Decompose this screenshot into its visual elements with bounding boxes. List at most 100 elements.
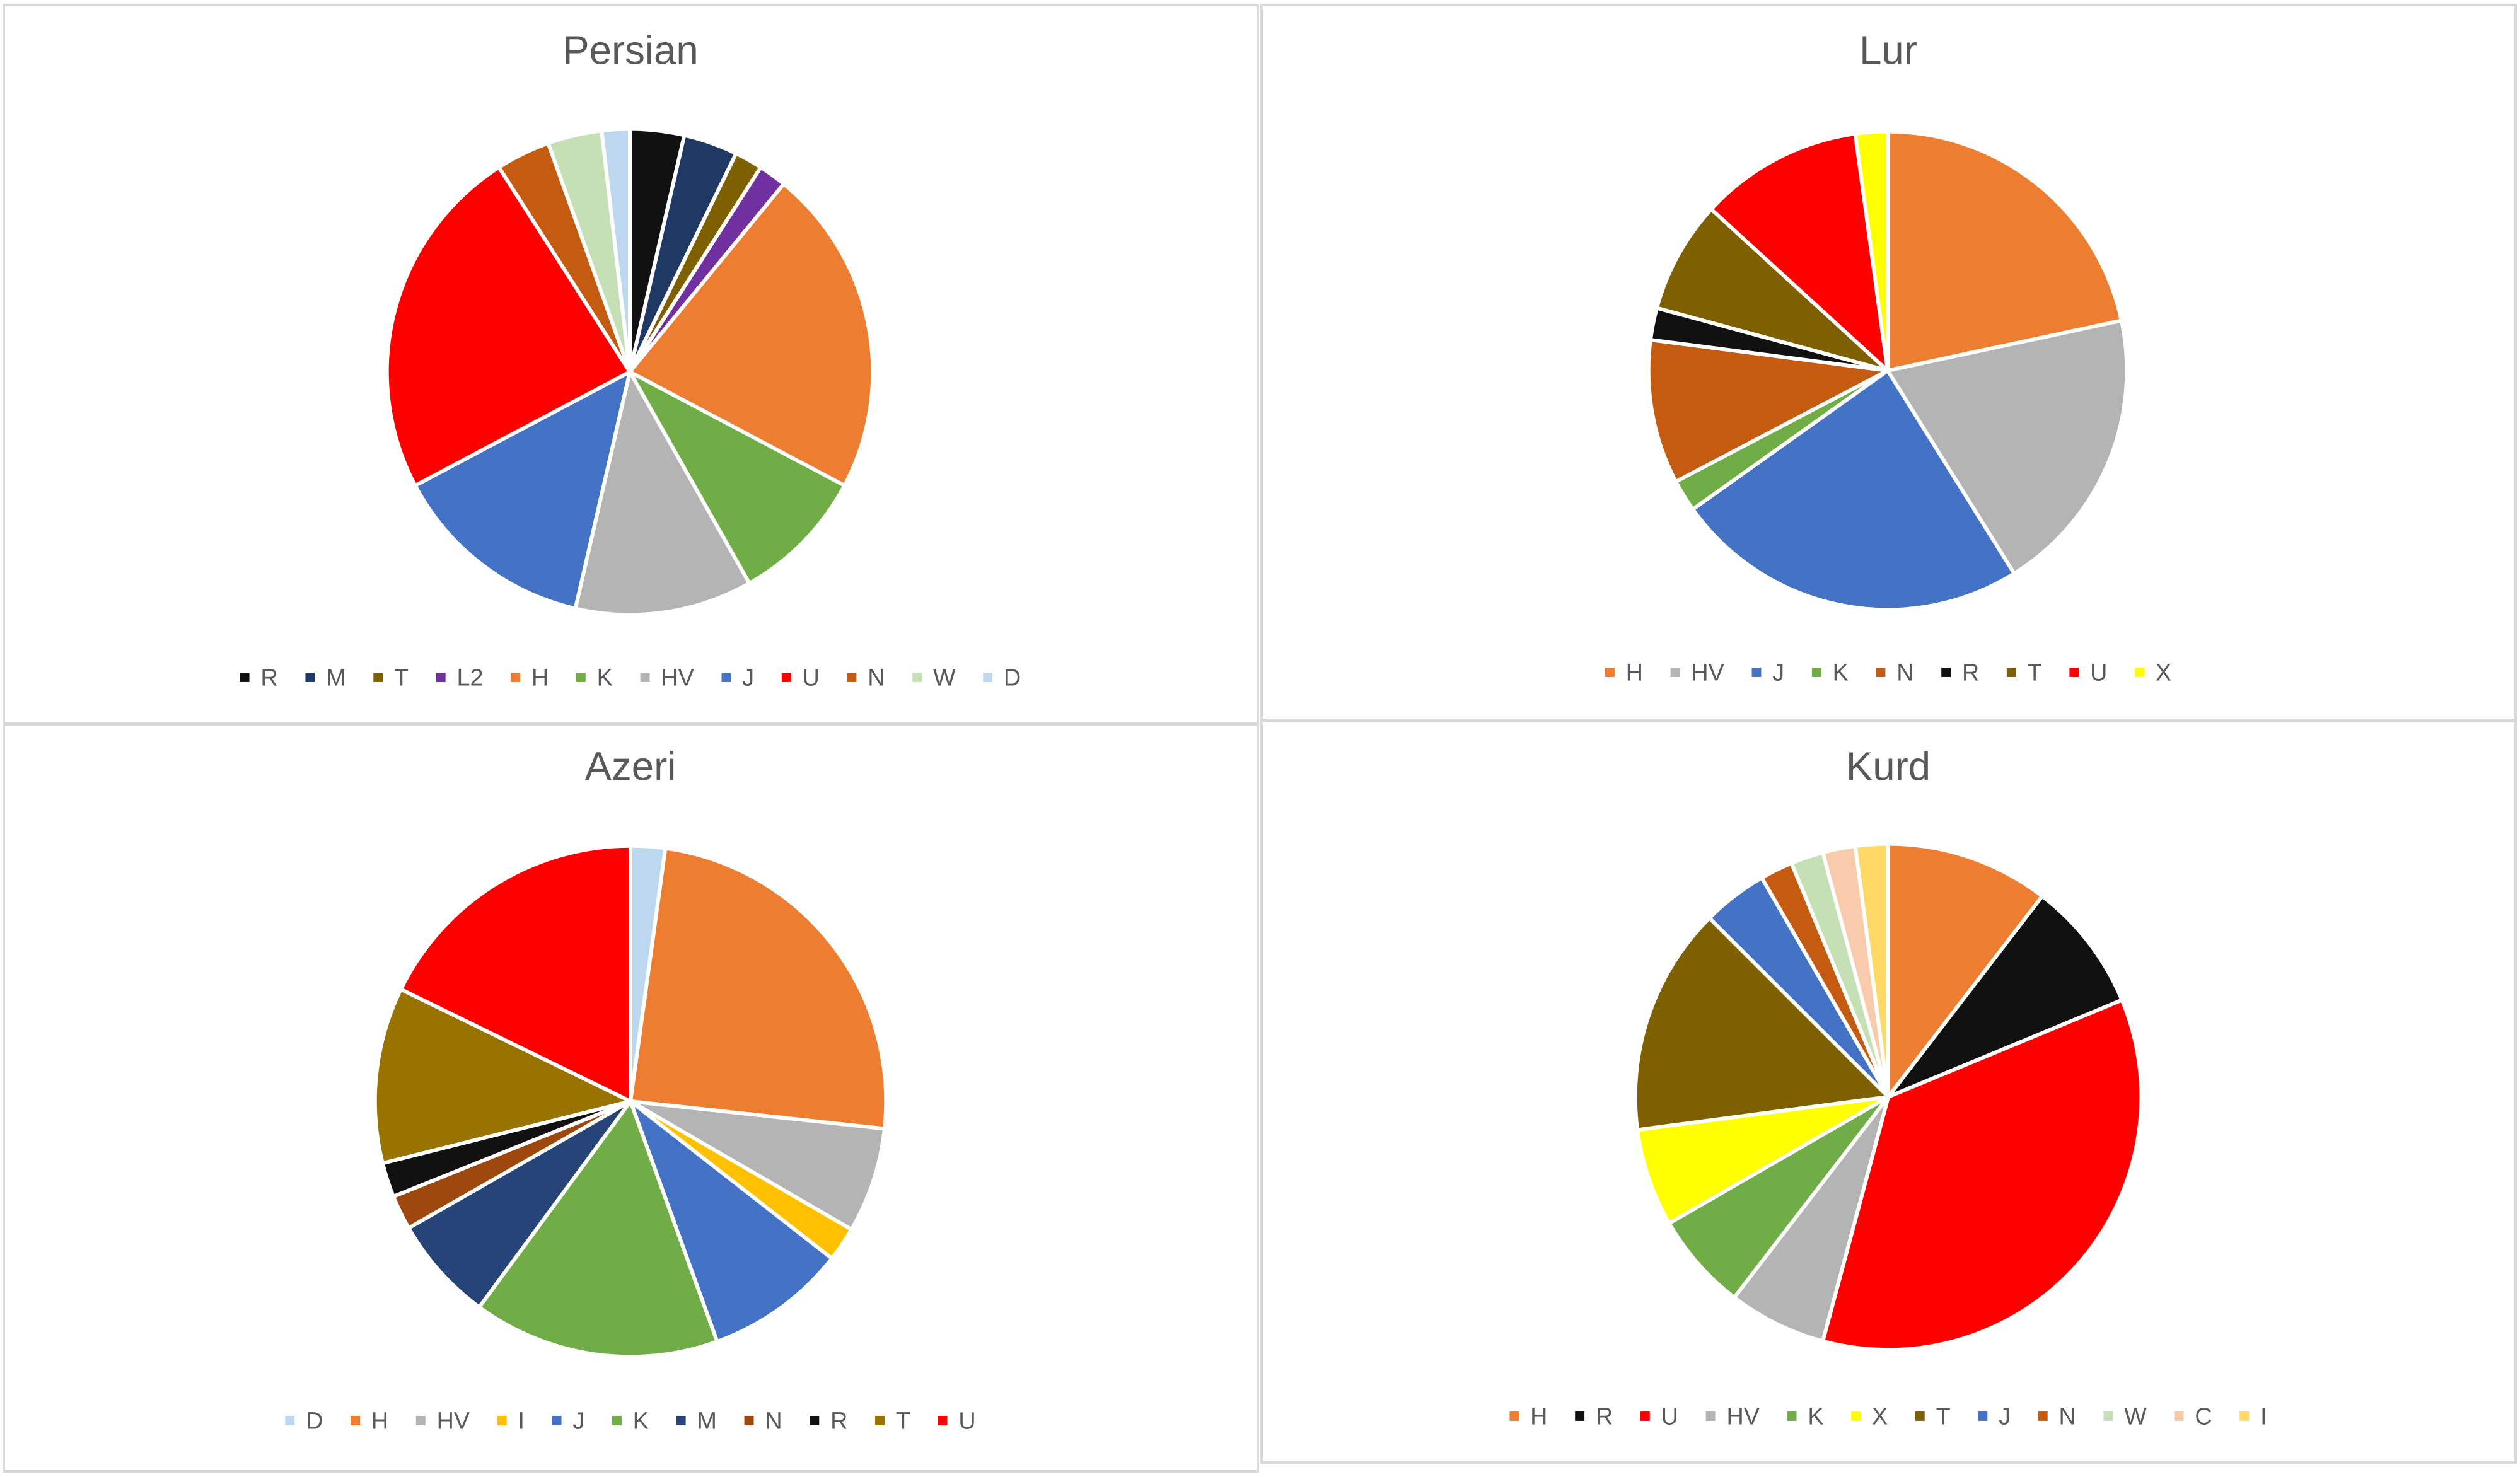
legend-item-k: K [576, 664, 613, 690]
legend-swatch [612, 1416, 622, 1425]
legend-item-u: U [2069, 659, 2107, 685]
legend-swatch [497, 1416, 507, 1425]
legend-item-h: H [1605, 659, 1643, 685]
pie-slice-n [1646, 338, 1890, 484]
pie-slice-u [398, 843, 632, 1103]
pie-slice-h [1886, 842, 2045, 1099]
legend-label: U [958, 1407, 975, 1434]
legend-item-x: X [2135, 659, 2171, 685]
pie-slice-j [1691, 368, 2016, 612]
legend-item-n: N [2038, 1403, 2076, 1429]
legend-swatch [2038, 1411, 2048, 1421]
pie-slice-hv [1886, 318, 2129, 576]
legend-item-u: U [938, 1407, 976, 1434]
legend-label: H [1530, 1403, 1547, 1429]
legend-label: U [803, 664, 820, 690]
legend-label: N [2059, 1403, 2076, 1429]
legend-swatch [305, 673, 315, 682]
pie-slice-hv [629, 1099, 886, 1232]
legend-swatch [875, 1416, 885, 1425]
pie-slice-r [1886, 894, 2124, 1099]
chart-title: Lur [1859, 28, 1917, 72]
legend-item-u: U [781, 664, 820, 690]
legend-label: U [2090, 659, 2107, 685]
pie-slice-u [385, 165, 632, 488]
legend-item-r: R [1575, 1403, 1613, 1429]
legend-label: N [765, 1407, 782, 1434]
legend-swatch [1941, 668, 1951, 677]
legend-item-m: M [305, 664, 346, 690]
pie-slice-h [1886, 129, 2123, 373]
legend-label: K [1808, 1403, 1823, 1429]
legend-swatch [552, 1416, 562, 1425]
legend-label: L2 [457, 664, 484, 690]
legend-swatch [847, 673, 857, 682]
pie-slice-h [628, 182, 875, 488]
legend-swatch [781, 673, 791, 682]
legend-item-t: T [373, 664, 409, 690]
pie-slice-t [1633, 916, 1890, 1132]
legend-label: R [260, 664, 277, 690]
legend-swatch [912, 673, 922, 682]
pie-slice-j [413, 369, 632, 611]
legend-item-u: U [1640, 1403, 1678, 1429]
legend-label: M [326, 664, 345, 690]
pie-slice-h [629, 846, 888, 1131]
legend-label: D [1004, 664, 1021, 690]
legend-swatch [2103, 1411, 2113, 1421]
pie-slice-hv [573, 369, 752, 617]
legend-label: D [306, 1407, 323, 1434]
legend-item-l2: L2 [436, 664, 484, 690]
legend-swatch [415, 1416, 426, 1425]
legend-swatch [721, 673, 731, 682]
legend-item-x: X [1851, 1403, 1888, 1429]
legend-item-j: J [1978, 1403, 2011, 1429]
legend-swatch [744, 1416, 754, 1425]
legend-swatch [2069, 668, 2079, 677]
legend-label: J [742, 664, 754, 690]
pie-slice-t [373, 987, 632, 1166]
legend-item-t: T [1915, 1403, 1951, 1429]
legend-item-d: D [285, 1407, 323, 1434]
legend-label: C [2195, 1403, 2212, 1429]
legend-swatch [1705, 1411, 1716, 1421]
pie-slice-t [1654, 207, 1890, 373]
legend-item-j: J [721, 664, 754, 690]
legend-label: H [531, 664, 549, 690]
pie-slice-u [1709, 132, 1890, 373]
pie-chart-persian: Persian R M T L2 H K HV J U N W D [240, 28, 1021, 690]
legend-label: T [2028, 659, 2042, 685]
legend-item-m: M [676, 1407, 717, 1434]
legend-item-r: R [240, 664, 278, 690]
legend-label: HV [437, 1407, 470, 1434]
legend-swatch [1605, 668, 1615, 677]
legend-label: X [2156, 659, 2171, 685]
legend-item-t: T [2006, 659, 2042, 685]
legend-item-hv: HV [1670, 659, 1724, 685]
chart-title: Azeri [585, 744, 676, 789]
legend-label: J [1999, 1403, 2011, 1429]
legend-swatch [810, 1416, 820, 1425]
legend-label: W [933, 664, 956, 690]
legend-item-w: W [2103, 1403, 2147, 1429]
legend-item-hv: HV [640, 664, 694, 690]
legend-swatch [1509, 1411, 1519, 1421]
legend-swatch [640, 673, 650, 682]
pie-slice-k [628, 369, 847, 586]
chart-title: Persian [562, 28, 698, 72]
legend-swatch [511, 673, 521, 682]
legend-label: H [371, 1407, 388, 1434]
legend-swatch [240, 673, 250, 682]
legend-item-j: J [1751, 659, 1784, 685]
legend-label: N [868, 664, 885, 690]
legend-swatch [1640, 1411, 1650, 1421]
legend-label: R [830, 1407, 847, 1434]
legend-item-n: N [744, 1407, 782, 1434]
legend-label: K [597, 664, 613, 690]
legend-item-j: J [552, 1407, 584, 1434]
legend-item-i: I [497, 1407, 525, 1434]
legend-swatch [1787, 1411, 1797, 1421]
legend-item-hv: HV [1705, 1403, 1760, 1429]
chart-title: Kurd [1846, 744, 1931, 789]
legend-swatch [1851, 1411, 1861, 1421]
